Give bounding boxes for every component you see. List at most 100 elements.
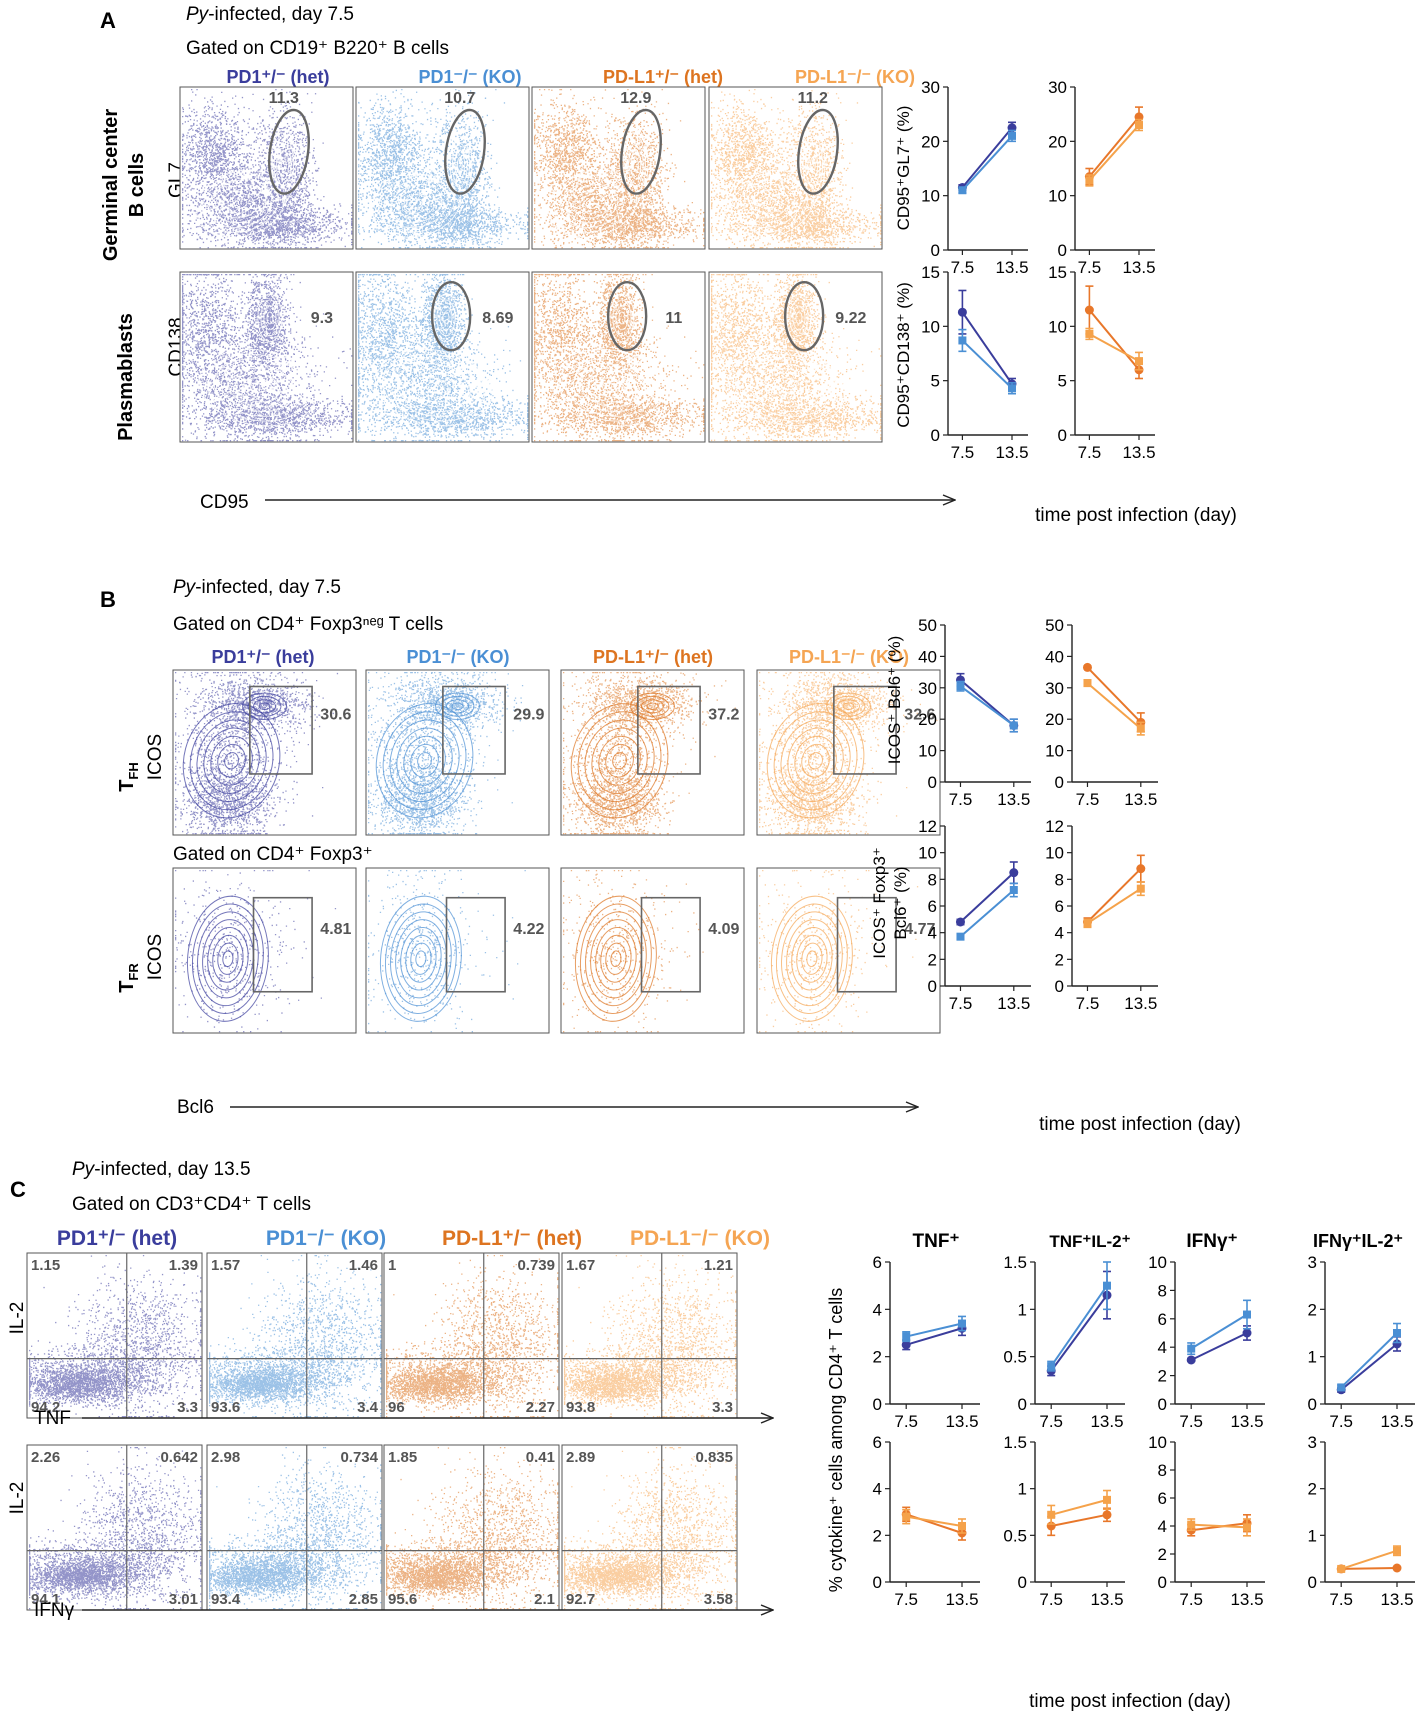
density-contour [570, 703, 669, 819]
y-tick-label: 50 [918, 616, 937, 635]
b-flow-plot: 4.22 [365, 867, 550, 1034]
a-flow-plot: 11.2 [708, 86, 883, 250]
series-line [905, 1327, 963, 1346]
x-tick-label: 7.5 [1329, 1412, 1353, 1431]
gate-value: 11 [665, 310, 682, 327]
data-point [955, 917, 965, 927]
panel-a-title: Py-infected, day 7.5 [186, 4, 354, 25]
density-contour [794, 735, 837, 786]
y-tick-label: 0 [931, 426, 940, 445]
event-dots [711, 89, 882, 249]
density-contour [418, 377, 449, 398]
y-tick-label: 10 [918, 742, 937, 761]
x-tick-label: 13.5 [997, 994, 1030, 1013]
x-tick-label: 7.5 [951, 258, 975, 277]
gate-rect [836, 896, 897, 993]
data-point [958, 186, 967, 195]
x-tick-label: 7.5 [1076, 790, 1100, 809]
density-contour [250, 382, 266, 393]
gate-rect [442, 685, 506, 775]
x-tick-label: 13.5 [1124, 790, 1157, 809]
density-contour [618, 311, 626, 325]
event-dots [564, 1255, 737, 1418]
quadrant-ll-value: 92.7 [566, 1591, 595, 1608]
density-contour [756, 193, 783, 214]
data-point [1085, 329, 1094, 338]
data-point [902, 1332, 911, 1341]
data-point [1186, 1355, 1196, 1365]
event-dots [759, 672, 938, 835]
series-line [906, 1515, 963, 1527]
density-contour [446, 699, 469, 714]
series-line [1341, 1567, 1398, 1570]
y-tick-label: 8 [1158, 1281, 1167, 1300]
series-line [905, 1322, 963, 1338]
data-point [1008, 131, 1016, 140]
density-contour [389, 719, 460, 803]
y-tick-label: 10 [1045, 742, 1064, 761]
y-tick-label: 0 [928, 977, 937, 996]
genotype-label-c3: PD-L1⁺/⁻ (het) [442, 1227, 582, 1250]
gate-value: 11.3 [269, 90, 299, 107]
x-tick-label: 13.5 [1380, 1412, 1413, 1431]
series-line [1088, 333, 1140, 362]
gate-rect [249, 685, 313, 775]
density-contour [210, 735, 253, 786]
series-line [961, 339, 1013, 389]
density-contour [411, 372, 457, 403]
gate-ellipse [444, 108, 486, 195]
genotype-label-b1: PD1⁺/⁻ (het) [211, 647, 314, 667]
event-dots [386, 1255, 559, 1418]
y-marker-il2-1: IL-2 [7, 1302, 28, 1335]
line-chart: 0 0.5 1 1.5 7.5 13.5 [1003, 1253, 1125, 1431]
series-line [1086, 666, 1142, 724]
line-chart: 0 2 4 6 7.5 13.5 [873, 1433, 980, 1609]
c-chart-title-2: TNF⁺IL-2⁺ [1049, 1232, 1130, 1251]
density-contour [220, 363, 295, 412]
c-chart-title-3: IFNγ⁺ [1186, 1231, 1237, 1252]
density-contour [632, 157, 639, 173]
panel-c-title: Py-infected, day 13.5 [72, 1159, 251, 1180]
density-contour [770, 895, 853, 1022]
density-contour [280, 157, 287, 173]
density-contour [580, 367, 640, 408]
quadrant-lr-value: 3.58 [704, 1591, 733, 1608]
density-contour [409, 198, 424, 209]
data-point [1337, 1564, 1346, 1573]
b-flow-plot: 4.09 [560, 867, 745, 1034]
density-contour [764, 372, 810, 403]
data-point [957, 307, 967, 317]
quadrant-ur-value: 0.835 [695, 1449, 733, 1466]
quadrant-ll-value: 93.6 [211, 1399, 240, 1416]
density-contour [451, 702, 464, 711]
density-contour [728, 348, 846, 427]
data-point [1082, 662, 1092, 672]
a-flow-plot: 9.22 [708, 271, 883, 443]
y-tick-label: 0 [873, 1573, 882, 1592]
y-tick-label: 20 [1048, 132, 1067, 151]
y-tick-label: 2 [1308, 1480, 1317, 1499]
quadrant-ur-value: 0.642 [160, 1449, 198, 1466]
density-contour [439, 305, 453, 331]
quadrant-ll-value: 94.1 [31, 1591, 60, 1608]
y-tick-label: 0 [1055, 773, 1064, 792]
data-point [1103, 1495, 1111, 1504]
density-contour [735, 353, 839, 422]
y-tick-label: 5 [931, 372, 940, 391]
x-tick-label: 7.5 [1076, 994, 1100, 1013]
line-chart: 0 2 4 6 7.5 13.5 [873, 1253, 980, 1431]
series-line [959, 685, 1015, 727]
y-tick-label: 10 [921, 187, 940, 206]
quadrant-ur-value: 0.739 [517, 1257, 555, 1274]
event-dots [29, 1255, 202, 1418]
a-flow-plot: 9.3 [179, 271, 354, 443]
density-contour [206, 353, 310, 422]
y-tick-label: 50 [1045, 616, 1064, 635]
y-tick-label: 0 [1018, 1395, 1027, 1414]
density-contour [773, 711, 858, 811]
event-dots [29, 1447, 202, 1610]
x-marker-bcl6: Bcl6 [177, 1097, 214, 1118]
x-tick-label: 13.5 [1090, 1412, 1123, 1431]
b-flow-plot: 4.77 [756, 867, 941, 1034]
series-line [1051, 1513, 1108, 1527]
